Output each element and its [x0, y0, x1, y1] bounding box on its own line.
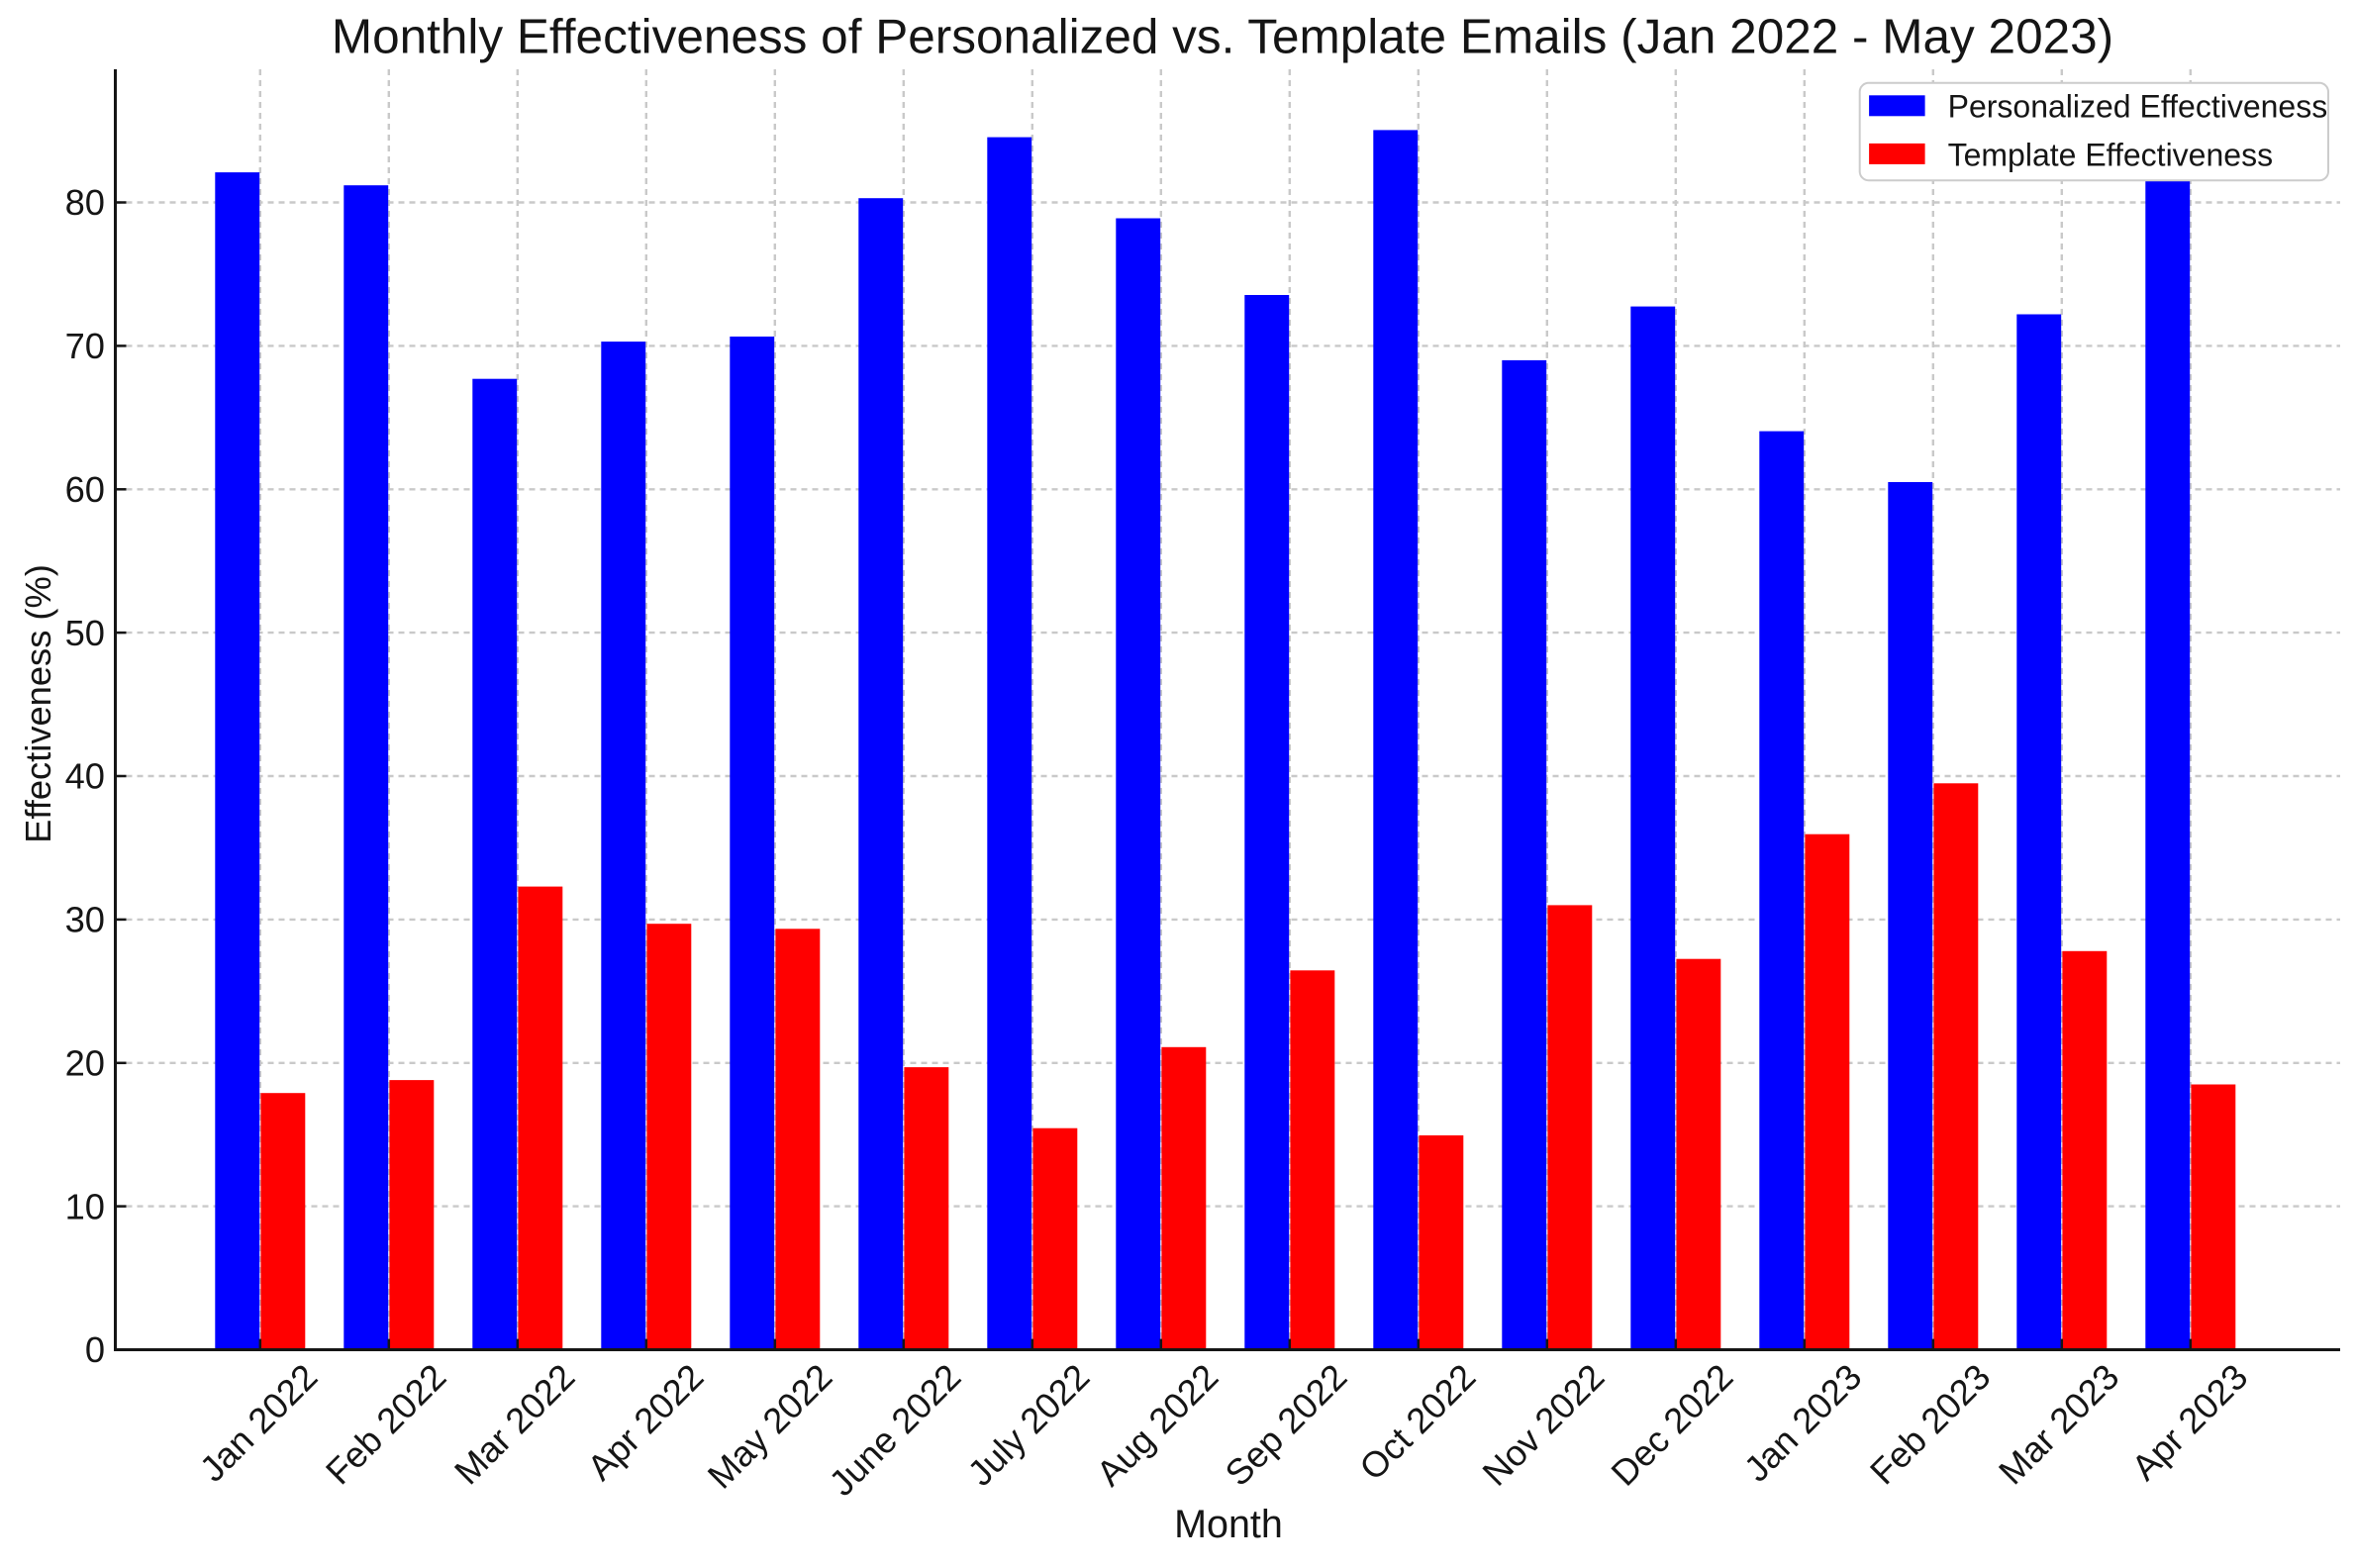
svg-text:0: 0: [85, 1329, 105, 1370]
svg-text:80: 80: [65, 182, 105, 223]
svg-text:Month: Month: [1174, 1503, 1283, 1546]
svg-text:40: 40: [65, 756, 105, 797]
svg-text:Personalized Effectiveness: Personalized Effectiveness: [1948, 88, 2328, 124]
svg-text:20: 20: [65, 1043, 105, 1084]
svg-text:30: 30: [65, 900, 105, 940]
svg-text:Template Effectiveness: Template Effectiveness: [1948, 138, 2273, 173]
svg-text:50: 50: [65, 613, 105, 653]
svg-text:70: 70: [65, 326, 105, 366]
svg-text:10: 10: [65, 1186, 105, 1226]
svg-text:Monthly Effectiveness of Perso: Monthly Effectiveness of Personalized vs…: [332, 10, 2113, 64]
svg-text:60: 60: [65, 469, 105, 510]
svg-text:Effectiveness (%): Effectiveness (%): [18, 564, 58, 843]
